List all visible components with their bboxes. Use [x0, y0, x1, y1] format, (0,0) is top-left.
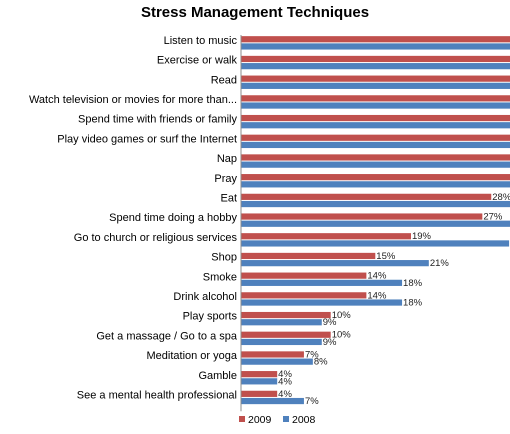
bar-2009 [241, 36, 510, 43]
data-label-2009: 4% [278, 369, 292, 380]
category-label: Shop [211, 252, 237, 264]
category-label: Spend time doing a hobby [109, 212, 237, 224]
data-label-2009: 14% [367, 290, 387, 301]
data-label-2008: 18% [403, 278, 423, 289]
legend-label-2008: 2008 [292, 414, 316, 426]
bar-2009 [241, 75, 510, 82]
bar-2009 [241, 311, 331, 319]
bar-2009 [241, 351, 304, 358]
category-label: Spend time with friends or family [78, 114, 237, 126]
category-label: Meditation or yoga [147, 350, 238, 362]
category-label: Eat [220, 192, 237, 204]
category-label: Pray [214, 173, 237, 185]
category-label: Play video games or surf the Internet [57, 133, 237, 145]
bar-2008 [241, 338, 322, 346]
bar-2008 [241, 299, 403, 306]
data-label-2008: 21% [430, 258, 450, 269]
bar-2008 [241, 279, 403, 286]
category-label: Get a massage / Go to a spa [96, 330, 238, 342]
bar-2008 [241, 161, 510, 168]
bar-2008 [241, 240, 510, 247]
data-label-2009: 14% [367, 271, 387, 282]
category-label: Exercise or walk [157, 55, 238, 67]
data-label-2009: 19% [412, 231, 432, 242]
bar-2008 [241, 378, 278, 385]
data-label-2008: 9% [323, 337, 337, 348]
bar-2009 [241, 331, 331, 338]
bar-2008 [241, 260, 429, 267]
bar-2009 [241, 292, 367, 299]
data-label-2008: 7% [305, 396, 319, 407]
bar-2009 [241, 114, 510, 122]
category-label: Nap [217, 153, 237, 165]
bar-2008 [241, 63, 510, 70]
bar-2009 [241, 134, 510, 141]
data-label-2009: 7% [305, 349, 319, 360]
chart-title: Stress Management Techniques [140, 4, 370, 21]
category-label: Watch television or movies for more than… [29, 94, 237, 106]
bar-2009 [241, 174, 510, 181]
data-label-2008: 18% [403, 297, 423, 308]
category-label: See a mental health professional [77, 389, 237, 401]
bar-2009 [241, 233, 411, 240]
bar-2008 [241, 82, 510, 89]
bar-2008 [241, 358, 313, 365]
category-label: Play sports [183, 311, 238, 323]
data-label-2008: 9% [323, 317, 337, 328]
bar-2008 [241, 220, 510, 227]
data-label-2009: 27% [483, 211, 503, 222]
legend-swatch-2009 [239, 416, 245, 422]
category-label: Smoke [203, 271, 237, 283]
bar-2008 [241, 102, 510, 109]
data-label-2009: 10% [332, 310, 352, 321]
bar-2008 [241, 200, 510, 208]
data-label-2009: 10% [332, 330, 352, 341]
bar-2008 [241, 122, 510, 129]
bar-2009 [241, 252, 376, 260]
category-label: Listen to music [164, 35, 238, 47]
legend-label-2009: 2009 [248, 414, 272, 426]
data-label-2009: 28% [492, 192, 510, 203]
category-label: Read [211, 74, 237, 86]
bar-2008 [241, 141, 510, 149]
category-label: Gamble [198, 370, 237, 382]
bar-2009 [241, 272, 367, 279]
data-label-2009: 4% [278, 389, 292, 400]
bar-2009 [241, 371, 278, 378]
category-label: Go to church or religious services [74, 232, 238, 244]
bar-2008 [241, 319, 322, 326]
bar-2009 [241, 213, 483, 220]
bar-2009 [241, 55, 510, 63]
bar-2008 [241, 397, 304, 405]
legend-swatch-2008 [283, 416, 289, 422]
bar-2009 [241, 95, 510, 102]
data-label-2008: 4% [278, 376, 292, 387]
data-label-2009: 15% [376, 251, 396, 262]
bar-2009 [241, 390, 278, 397]
bar-2008 [241, 181, 510, 188]
bar-2008 [241, 43, 510, 50]
bar-2009 [241, 154, 510, 161]
category-label: Drink alcohol [173, 291, 237, 303]
bar-2009 [241, 193, 492, 200]
data-label-2008: 8% [314, 357, 328, 368]
